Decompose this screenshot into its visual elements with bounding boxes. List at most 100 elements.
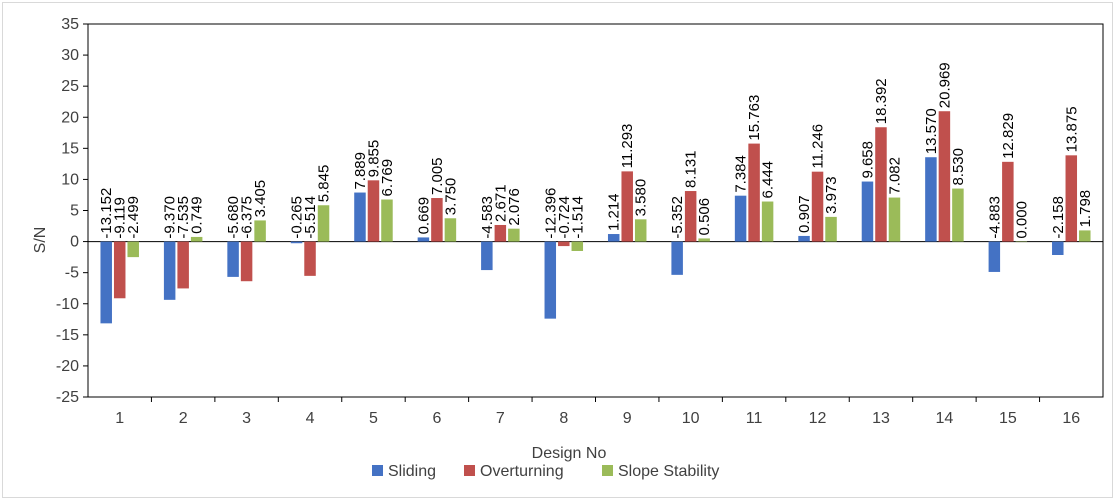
data-label: 2.076 — [506, 188, 523, 226]
bar-sliding — [1052, 241, 1064, 255]
data-label: -1.514 — [569, 196, 586, 239]
data-label: 13.875 — [1063, 106, 1080, 152]
data-label: 7.005 — [429, 157, 446, 195]
y-axis-title: S/N — [32, 227, 49, 254]
bar-overturning — [875, 127, 887, 242]
legend-swatch — [464, 465, 475, 476]
bar-slope-stability — [888, 197, 901, 242]
y-tick-label: 0 — [70, 234, 79, 251]
data-label: 0.907 — [796, 195, 813, 233]
data-label: 2.671 — [492, 184, 509, 222]
x-tick-label: 6 — [432, 410, 441, 427]
bar-sliding — [734, 195, 747, 242]
y-tick-label: -10 — [56, 296, 79, 313]
data-label: 11.293 — [619, 124, 636, 169]
y-tick-label: 5 — [70, 203, 79, 220]
data-label: 1.798 — [1077, 190, 1094, 228]
data-label: -5.514 — [302, 196, 319, 239]
bar-slope-stability — [381, 199, 393, 242]
data-label: -5.680 — [225, 196, 242, 239]
x-tick-label: 3 — [242, 410, 251, 427]
bar-slope-stability — [761, 201, 774, 242]
bar-sliding — [354, 192, 366, 242]
x-tick-label: 1 — [115, 410, 124, 427]
bar-sliding — [290, 241, 303, 244]
bar-overturning — [811, 171, 824, 242]
y-tick-label: 35 — [61, 16, 79, 33]
bar-sliding — [798, 235, 810, 242]
legend-entry: Slope Stability — [618, 463, 719, 480]
x-tick-label: 9 — [623, 410, 632, 427]
bar-sliding — [988, 241, 1001, 272]
bar-slope-stability — [825, 216, 837, 242]
data-label: 7.082 — [886, 157, 903, 195]
data-label: -9.370 — [162, 196, 179, 239]
bar-overturning — [240, 241, 253, 282]
bar-sliding — [163, 241, 176, 300]
x-tick-label: 4 — [306, 410, 315, 427]
bar-overturning — [177, 241, 189, 289]
y-tick-label: 25 — [61, 78, 79, 95]
data-label: 9.658 — [859, 141, 876, 179]
bars — [100, 111, 1091, 324]
bar-overturning — [558, 241, 570, 247]
data-label: 5.845 — [316, 165, 333, 203]
x-tick-label: 16 — [1062, 410, 1080, 427]
y-tick-label: -20 — [56, 358, 79, 375]
bar-slope-stability — [1015, 241, 1028, 243]
bar-overturning — [1002, 161, 1014, 242]
x-tick-label: 13 — [872, 410, 890, 427]
bar-slope-stability — [317, 205, 330, 242]
y-tick-label: 10 — [61, 171, 79, 188]
legend-swatch — [372, 465, 383, 476]
bar-sliding — [861, 181, 874, 242]
data-label: -4.883 — [986, 196, 1003, 239]
data-label: -13.152 — [98, 188, 115, 239]
data-label: 3.405 — [252, 180, 269, 218]
x-tick-label: 2 — [179, 410, 188, 427]
bar-slope-stability — [698, 238, 710, 242]
bar-overturning — [684, 191, 697, 242]
data-label: 3.973 — [823, 176, 840, 214]
data-label: -2.158 — [1050, 196, 1067, 239]
bar-overturning — [748, 143, 760, 242]
data-label: 6.769 — [379, 159, 396, 197]
data-label: -2.499 — [125, 196, 142, 239]
data-label: -12.396 — [542, 188, 559, 239]
data-label: 0.669 — [415, 197, 432, 235]
data-label: 11.246 — [810, 124, 827, 169]
y-tick-label: 30 — [61, 47, 79, 64]
x-tick-label: 10 — [682, 410, 700, 427]
data-label: -6.375 — [239, 196, 256, 239]
y-tick-label: -25 — [56, 389, 79, 406]
y-tick-label: -5 — [65, 265, 79, 282]
bar-overturning — [304, 241, 316, 276]
data-label: -0.724 — [556, 196, 573, 239]
x-tick-label: 12 — [809, 410, 827, 427]
data-label: 7.384 — [733, 155, 750, 193]
legend-swatch — [602, 465, 613, 476]
data-label: 13.570 — [923, 108, 940, 154]
data-label: 8.131 — [683, 150, 700, 188]
data-label: -5.352 — [669, 196, 686, 239]
data-label: 3.750 — [442, 178, 459, 216]
y-tick-label: 15 — [61, 140, 79, 157]
x-tick-label: 8 — [559, 410, 568, 427]
bar-slope-stability — [254, 220, 266, 242]
bar-sliding — [481, 241, 493, 271]
bar-sliding — [544, 241, 557, 319]
bar-sliding — [227, 241, 239, 277]
data-label: -7.535 — [175, 196, 192, 239]
bar-overturning — [367, 180, 380, 242]
bar-slope-stability — [952, 188, 964, 242]
bar-sliding — [100, 241, 112, 324]
data-label: 3.580 — [633, 179, 650, 217]
bar-sliding — [925, 157, 937, 242]
legend-entry: Sliding — [388, 463, 436, 480]
data-label: 0.000 — [1013, 201, 1030, 239]
bar-slope-stability — [1079, 230, 1091, 242]
x-tick-label: 15 — [999, 410, 1017, 427]
bar-slope-stability — [444, 218, 457, 242]
data-label: 15.763 — [746, 95, 763, 141]
